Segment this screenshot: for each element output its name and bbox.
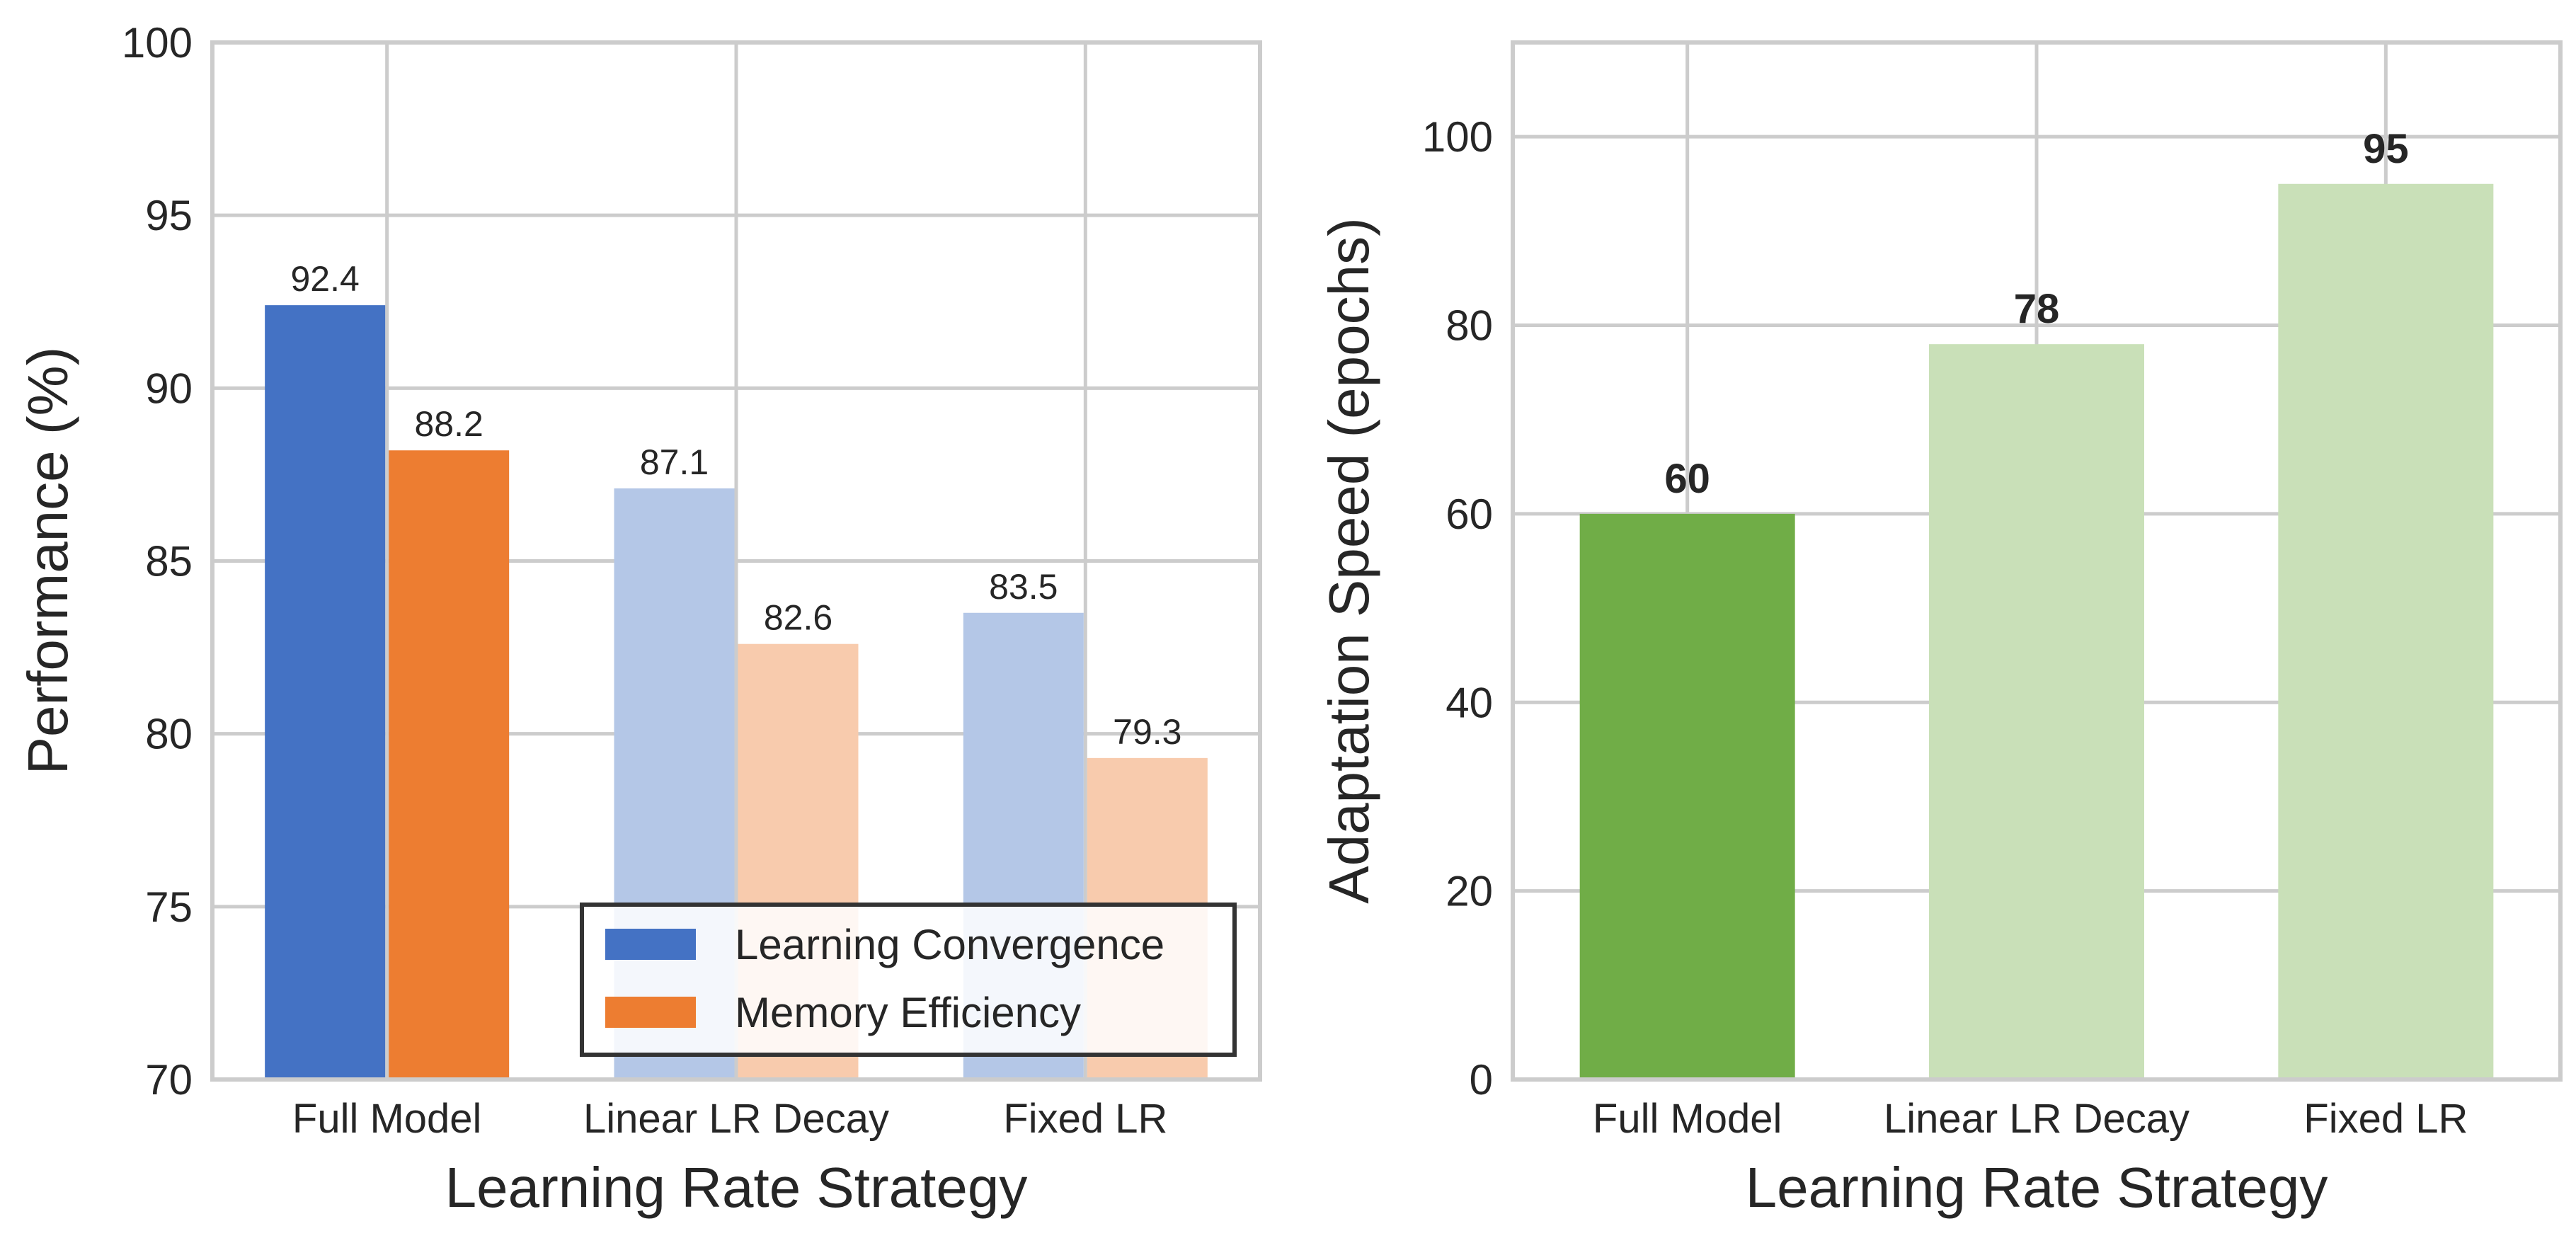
- adaptation-x-ticks: Full Model Linear LR Decay Fixed LR: [1593, 1096, 2468, 1142]
- performance-data-labels: 92.4 87.1 83.5 88.2 82.6 79.3: [291, 259, 1182, 752]
- x-tick-label-fixed-lr: Fixed LR: [2303, 1096, 2468, 1142]
- data-label-adaptation-full-model: 60: [1664, 456, 1710, 502]
- adaptation-y-ticks: 0 20 40 60 80 100: [1422, 113, 1493, 1104]
- legend-label-memory-efficiency: Memory Efficiency: [735, 989, 1081, 1036]
- legend-label-learning-convergence: Learning Convergence: [735, 921, 1164, 968]
- y-tick-label: 95: [145, 192, 193, 239]
- data-label-memory-efficiency-linear-lr-decay: 82.6: [764, 598, 832, 638]
- legend-swatch-learning-convergence: [605, 929, 696, 960]
- y-tick-label: 70: [145, 1056, 193, 1104]
- adaptation-data-labels: 60 78 95: [1664, 126, 2408, 502]
- performance-y-axis-label: Performance (%): [16, 347, 79, 775]
- adaptation-x-axis-label: Learning Rate Strategy: [1746, 1156, 2328, 1219]
- data-label-memory-efficiency-fixed-lr: 79.3: [1113, 712, 1181, 752]
- y-tick-label: 90: [145, 365, 193, 412]
- data-label-adaptation-fixed-lr: 95: [2363, 126, 2409, 172]
- y-tick-label: 100: [122, 19, 193, 67]
- performance-legend: Learning Convergence Memory Efficiency: [580, 903, 1237, 1057]
- performance-chart: 92.4 87.1 83.5 88.2 82.6 79.3 70 75 80 85 90 95 100…: [16, 19, 1262, 1219]
- data-label-learning-convergence-full-model: 92.4: [291, 259, 360, 299]
- data-label-memory-efficiency-full-model: 88.2: [415, 404, 483, 444]
- x-tick-label-full-model: Full Model: [1593, 1096, 1782, 1142]
- y-tick-label: 20: [1446, 868, 1493, 915]
- adaptation-y-axis-label: Adaptation Speed (epochs): [1317, 217, 1380, 904]
- legend-swatch-memory-efficiency: [605, 997, 696, 1028]
- y-tick-label: 100: [1422, 113, 1493, 161]
- data-label-learning-convergence-linear-lr-decay: 87.1: [640, 442, 709, 482]
- performance-plot-frame: [210, 40, 1262, 1082]
- y-tick-label: 80: [1446, 302, 1493, 350]
- y-tick-label: 40: [1446, 679, 1493, 726]
- bar-learning-convergence-full-model: [265, 305, 386, 1080]
- adaptation-plot-frame: [1511, 40, 2563, 1082]
- x-tick-label-fixed-lr: Fixed LR: [1003, 1096, 1167, 1142]
- data-label-adaptation-linear-lr-decay: 78: [2014, 286, 2060, 332]
- y-tick-label: 85: [145, 538, 193, 585]
- data-label-learning-convergence-fixed-lr: 83.5: [989, 567, 1058, 607]
- x-tick-label-linear-lr-decay: Linear LR Decay: [1884, 1096, 2189, 1142]
- y-tick-label: 0: [1470, 1056, 1493, 1104]
- x-tick-label-full-model: Full Model: [292, 1096, 482, 1142]
- adaptation-speed-chart: 60 78 95 0 20 40 60 80 100 Full Model Linear LR …: [1317, 40, 2563, 1219]
- bar-memory-efficiency-full-model: [389, 450, 510, 1079]
- y-tick-label: 80: [145, 711, 193, 758]
- y-tick-label: 75: [145, 883, 193, 931]
- x-tick-label-linear-lr-decay: Linear LR Decay: [583, 1096, 889, 1142]
- bar-adaptation-fixed-lr: [2278, 183, 2494, 1080]
- bar-adaptation-linear-lr-decay: [1929, 344, 2144, 1079]
- y-tick-label: 60: [1446, 491, 1493, 538]
- performance-y-ticks: 70 75 80 85 90 95 100: [122, 19, 193, 1104]
- bar-adaptation-full-model: [1579, 513, 1795, 1079]
- performance-x-ticks: Full Model Linear LR Decay Fixed LR: [292, 1096, 1167, 1142]
- performance-x-axis-label: Learning Rate Strategy: [445, 1156, 1028, 1219]
- adaptation-bars: [1579, 183, 2494, 1080]
